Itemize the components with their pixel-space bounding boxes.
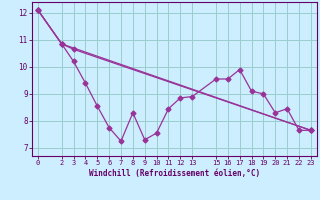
- X-axis label: Windchill (Refroidissement éolien,°C): Windchill (Refroidissement éolien,°C): [89, 169, 260, 178]
